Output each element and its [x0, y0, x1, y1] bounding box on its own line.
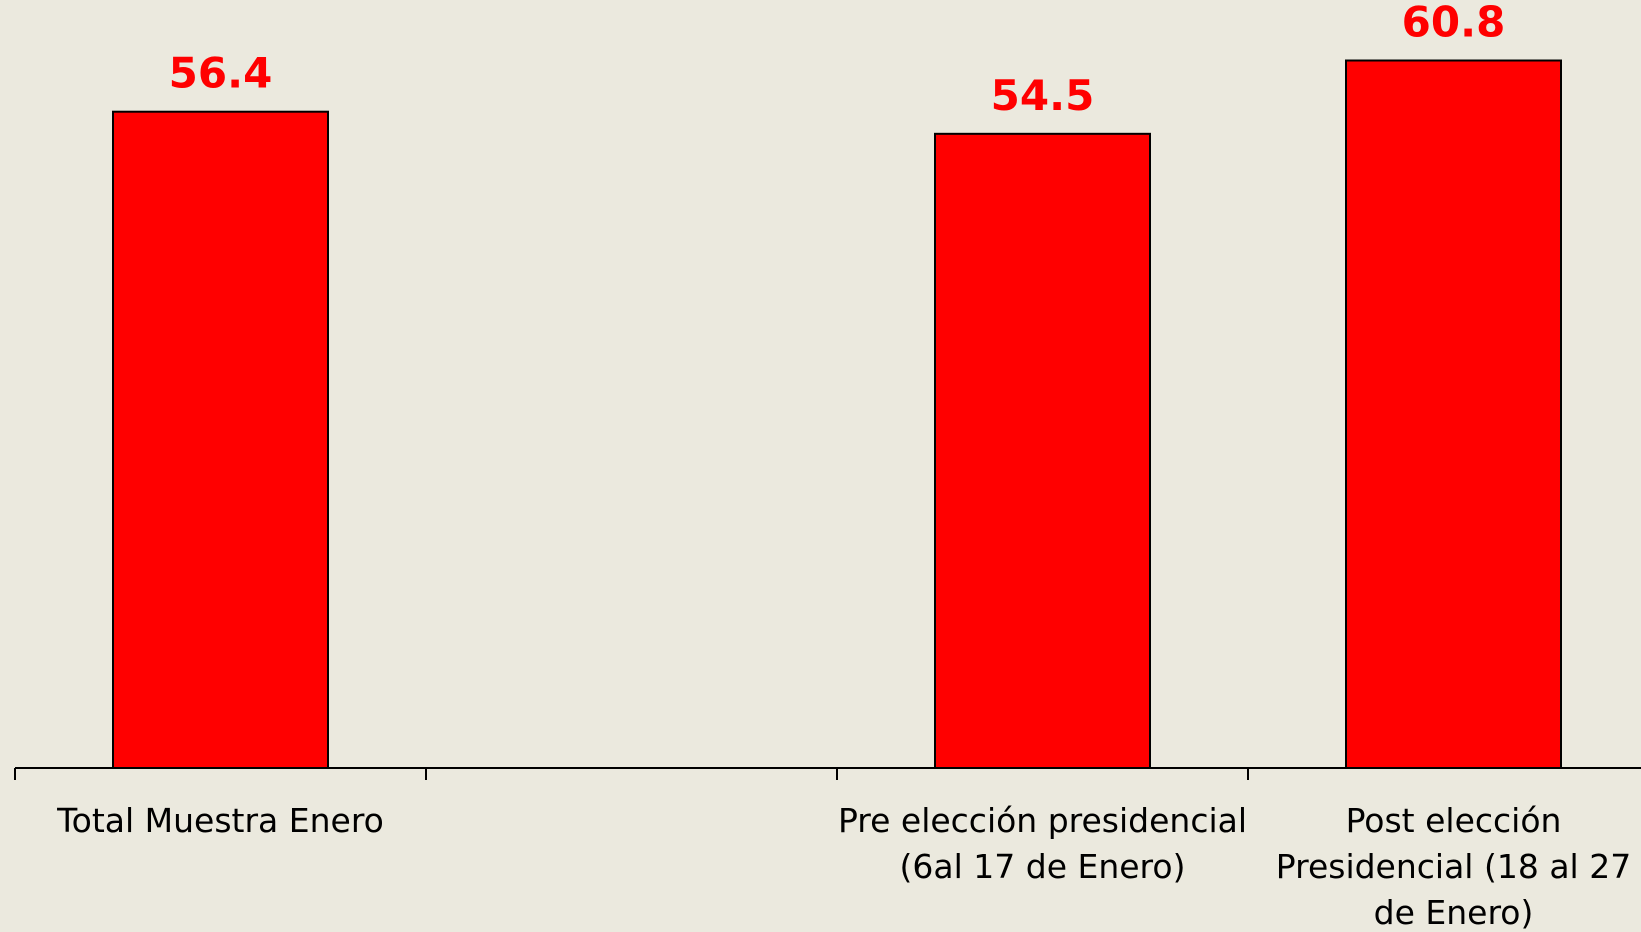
x-tick-label-line: Presidencial (18 al 27 — [1276, 847, 1631, 886]
bars-group — [112, 59, 1562, 769]
x-tick-label: Pre elección presidencial (6al 17 de Ener… — [838, 801, 1247, 886]
x-tick-label-line: (6al 17 de Enero) — [900, 847, 1186, 886]
bar — [934, 132, 1151, 769]
data-label: 56.4 — [169, 49, 273, 98]
value-labels-group: 56.4 54.5 60.8 — [169, 0, 1506, 120]
x-tick-labels-group: Total Muestra Enero Pre elección presiden… — [56, 801, 1631, 932]
x-tick-label-line: Total Muestra Enero — [56, 801, 384, 840]
data-label: 60.8 — [1402, 0, 1506, 47]
x-tick-label-line: Post elección — [1346, 801, 1562, 840]
x-tick-label: Post elección Presidencial (18 al 27 de En… — [1276, 801, 1631, 932]
x-tick-label-line: Pre elección presidencial — [838, 801, 1247, 840]
data-label: 54.5 — [991, 71, 1095, 120]
x-tick-label-line: de Enero) — [1374, 893, 1534, 932]
bar — [112, 110, 329, 769]
bar — [1345, 59, 1562, 769]
x-tick-label: Total Muestra Enero — [56, 801, 384, 840]
x-axis — [14, 767, 1641, 780]
